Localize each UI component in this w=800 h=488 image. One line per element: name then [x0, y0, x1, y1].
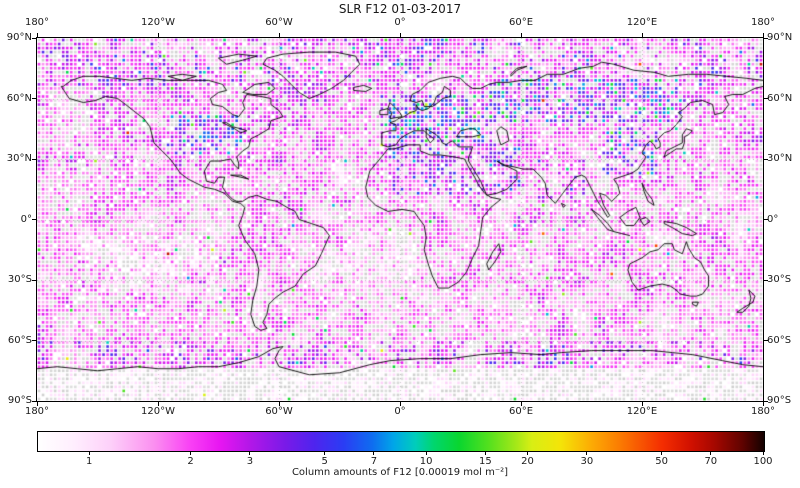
- lon-tick-label-bottom: 180°: [750, 406, 776, 417]
- lat-tick-label-left: 60°S: [7, 334, 32, 346]
- colorbar-tick-label: 7: [370, 456, 378, 467]
- world-map-canvas: [37, 38, 763, 401]
- colorbar-tick-mark: [88, 451, 90, 455]
- lon-tick-mark-bottom: [520, 402, 522, 406]
- lon-tick-mark-top: [278, 33, 280, 37]
- lat-tick-label-left: 90°N: [6, 32, 32, 43]
- lon-tick-label-top: 60°E: [508, 17, 534, 28]
- lat-tick-label-right: 30°N: [767, 153, 793, 164]
- lat-tick-label-right: 30°S: [767, 274, 792, 285]
- colorbar-tick-label: 20: [521, 456, 534, 467]
- lon-tick-label-top: 180°: [24, 17, 50, 28]
- lon-tick-label-bottom: 0°: [394, 406, 406, 417]
- lat-tick-mark-left: [32, 400, 36, 402]
- colorbar-tick-mark: [373, 451, 375, 455]
- colorbar-tick-mark: [484, 451, 486, 455]
- lat-tick-mark-right: [764, 279, 768, 281]
- lon-tick-mark-bottom: [641, 402, 643, 406]
- lon-tick-label-bottom: 180°: [24, 406, 50, 417]
- lon-tick-mark-top: [520, 33, 522, 37]
- lat-tick-label-left: 30°S: [7, 274, 32, 285]
- lon-tick-label-bottom: 120°E: [626, 406, 658, 417]
- lat-tick-label-right: 90°S: [767, 395, 792, 406]
- lat-tick-label-right: 60°N: [767, 92, 793, 104]
- colorbar-tick-label: 15: [479, 456, 492, 467]
- lon-tick-label-bottom: 60°E: [508, 406, 534, 417]
- lon-tick-mark-bottom: [399, 402, 401, 406]
- colorbar-tick-label: 3: [246, 456, 254, 467]
- colorbar-tick-mark: [425, 451, 427, 455]
- lon-tick-mark-bottom: [762, 402, 764, 406]
- colorbar-label: Column amounts of F12 [0.00019 mol m⁻²]: [291, 467, 509, 478]
- colorbar-tick-mark: [586, 451, 588, 455]
- lat-tick-mark-left: [32, 279, 36, 281]
- lat-tick-mark-right: [764, 98, 768, 99]
- lon-tick-mark-bottom: [36, 402, 38, 406]
- lon-tick-label-bottom: 120°W: [141, 406, 175, 417]
- colorbar-gradient: [37, 431, 765, 452]
- lon-tick-mark-bottom: [278, 402, 280, 406]
- lon-tick-label-top: 0°: [394, 17, 406, 28]
- lat-tick-mark-left: [32, 98, 36, 99]
- colorbar-tick-label: 2: [187, 456, 194, 467]
- lat-tick-mark-right: [764, 219, 768, 220]
- lat-tick-label-left: 90°S: [7, 395, 32, 406]
- colorbar-tick-label: 1: [85, 456, 93, 467]
- lat-tick-label-right: 0°: [767, 213, 779, 225]
- lat-tick-mark-left: [32, 37, 36, 39]
- lon-tick-label-top: 60°W: [265, 17, 293, 28]
- lon-tick-mark-top: [36, 33, 38, 37]
- lon-tick-mark-top: [157, 33, 159, 37]
- colorbar-tick-mark: [324, 451, 326, 455]
- lat-tick-mark-right: [764, 37, 768, 39]
- colorbar-tick-label: 30: [580, 456, 594, 467]
- lat-tick-mark-right: [764, 158, 768, 160]
- colorbar-tick-label: 50: [655, 456, 668, 467]
- colorbar-tick-mark: [710, 451, 712, 455]
- colorbar-tick-label: 70: [704, 456, 718, 467]
- lon-tick-label-top: 120°E: [626, 17, 658, 28]
- lat-tick-mark-right: [764, 340, 768, 341]
- lat-tick-mark-left: [32, 158, 36, 160]
- colorbar-tick-mark: [762, 451, 764, 455]
- lon-tick-label-top: 180°: [750, 17, 776, 28]
- lon-tick-mark-top: [762, 33, 764, 37]
- colorbar-tick-label: 5: [321, 456, 328, 467]
- lat-tick-label-right: 90°N: [767, 32, 793, 43]
- colorbar-tick-mark: [249, 451, 251, 455]
- lat-tick-mark-left: [32, 219, 36, 220]
- colorbar-tick-label: 100: [753, 456, 773, 467]
- colorbar-tick-mark: [527, 451, 528, 455]
- lat-tick-label-right: 60°S: [767, 334, 792, 346]
- lon-tick-label-bottom: 60°W: [265, 406, 293, 417]
- lon-tick-label-top: 120°W: [141, 17, 175, 28]
- lon-tick-mark-bottom: [157, 402, 159, 406]
- colorbar-tick-mark: [190, 451, 192, 455]
- colorbar-tick-label: 10: [419, 456, 433, 467]
- lat-tick-label-left: 0°: [20, 213, 32, 225]
- lat-tick-mark-right: [764, 400, 768, 402]
- lon-tick-mark-top: [399, 33, 401, 37]
- lat-tick-label-left: 60°N: [6, 92, 32, 104]
- colorbar-tick-mark: [661, 451, 663, 455]
- lat-tick-label-left: 30°N: [6, 153, 32, 164]
- lat-tick-mark-left: [32, 340, 36, 341]
- chart-title: SLR F12 01-03-2017: [338, 2, 462, 16]
- lon-tick-mark-top: [641, 33, 643, 37]
